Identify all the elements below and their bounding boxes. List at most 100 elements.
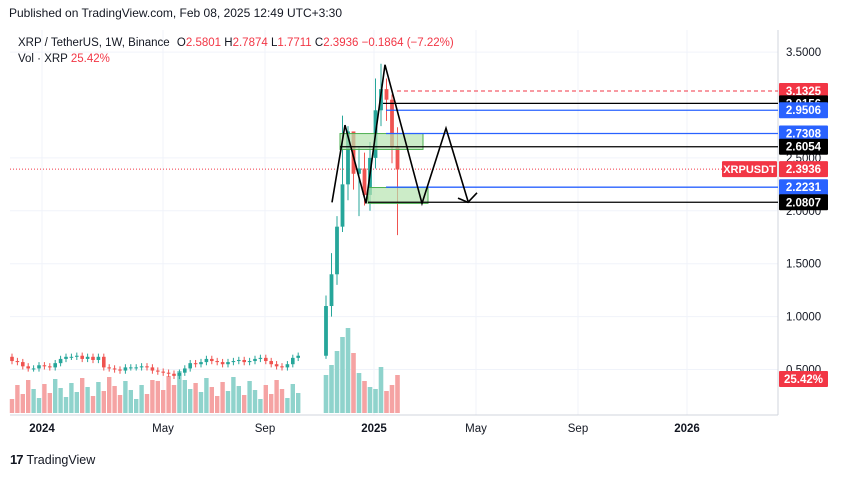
volume-bar [171, 385, 177, 413]
volume-bar [107, 377, 112, 413]
candle-body [123, 367, 128, 371]
volume-bar [373, 389, 378, 413]
candle-body [340, 184, 345, 227]
candle-body [226, 362, 230, 365]
candle-body [324, 306, 328, 356]
volume-bar [188, 389, 193, 413]
candle-body [58, 358, 63, 364]
candle-body [274, 364, 279, 367]
volume-bar [351, 353, 356, 413]
candle-body [188, 363, 192, 369]
volume-bar [193, 383, 198, 413]
volume-bar [236, 386, 241, 413]
legend-volume-value: 25.42% [70, 53, 110, 65]
time-axis[interactable]: 2024 May Sep 2025 May Sep 2026 [29, 423, 700, 435]
candle-body [258, 357, 263, 359]
volume-bar [101, 391, 106, 413]
candle-body [118, 369, 122, 371]
legend-low-label: L [270, 37, 278, 49]
candle-body [204, 358, 209, 363]
candle-body [107, 367, 111, 369]
candle-body [346, 131, 350, 185]
volume-bar [389, 385, 395, 413]
price-label: 3.1325 [786, 86, 822, 98]
volume-bar [340, 337, 345, 413]
volume-bar [384, 391, 389, 413]
candle-body [247, 361, 252, 363]
volume-bar [31, 389, 36, 413]
zigzag-projection [331, 64, 469, 207]
candle-body [75, 355, 79, 357]
candle-body [264, 357, 268, 362]
volume-bar [134, 399, 139, 413]
volume-bar [69, 383, 74, 413]
tradingview-brand[interactable]: 17 TradingView [10, 452, 95, 467]
candle-body [42, 365, 47, 367]
volume-bar [15, 385, 20, 413]
candle-body [129, 367, 133, 369]
volume-label: 25.42% [784, 374, 823, 386]
candle-body [384, 89, 389, 100]
symbol-label-box [722, 161, 777, 178]
candle-body [80, 355, 84, 359]
volume-bar [274, 380, 279, 413]
volume-bar [356, 373, 362, 413]
y-tick-label: 3.5000 [786, 47, 821, 59]
published-caption: Published on TradingView.com, Feb 08, 20… [9, 6, 342, 20]
candle-body [134, 367, 138, 369]
candlesticks [10, 63, 400, 380]
volume-bar [90, 396, 96, 413]
volume-label-box [779, 371, 828, 387]
volume-bar [279, 389, 285, 413]
volume-bar [139, 385, 144, 413]
volume-bar [395, 375, 400, 413]
volume-bar [96, 382, 101, 413]
legend-high: 2.7874 [232, 37, 268, 49]
candle-body [37, 365, 41, 369]
volume-bar [209, 387, 214, 413]
price-label-box [779, 82, 828, 99]
legend-volume-label[interactable]: Vol · XRP [18, 53, 68, 65]
legend-symbol[interactable]: XRP / TetherUS, 1W, Binance [18, 37, 170, 49]
candle-body [139, 366, 144, 368]
volume-bar [252, 390, 258, 413]
volume-bar [378, 367, 384, 413]
candle-body [177, 372, 182, 376]
volume-bar [117, 395, 123, 413]
candle-body [390, 99, 394, 148]
chart-grid [10, 30, 779, 416]
candle-body [253, 358, 257, 362]
legend: XRP / TetherUS, 1W, Binance O2.5801 H2.7… [18, 35, 454, 67]
legend-high-label: H [224, 37, 233, 49]
x-tick-label: Sep [568, 423, 588, 435]
legend-low: 1.7711 [277, 37, 312, 49]
candle-body [15, 361, 20, 363]
candle-body [48, 366, 52, 368]
candle-body [64, 356, 68, 359]
legend-open: 2.5801 [185, 37, 222, 49]
volume-bar [58, 388, 63, 413]
volume-bar [177, 371, 182, 413]
volume-bar [329, 365, 334, 413]
volume-bars [9, 328, 400, 413]
volume-bar [231, 377, 236, 413]
candle-body [53, 363, 57, 368]
volume-bar [220, 382, 225, 413]
volume-bar [42, 384, 47, 413]
projection-arrowhead [457, 192, 478, 204]
volume-bar [80, 378, 85, 413]
price-label: 2.7308 [786, 128, 822, 140]
x-tick-label: May [465, 423, 487, 435]
candle-body [183, 368, 187, 373]
volume-bar [258, 399, 263, 413]
y-tick-label: 1.0000 [786, 312, 821, 324]
volume-bar [74, 392, 79, 413]
candle-body [285, 364, 290, 368]
volume-bar [198, 392, 204, 413]
volume-bar [9, 399, 15, 413]
price-label-box [779, 138, 828, 155]
price-axis[interactable]: 3.50002.50002.00001.50001.00000.50003.13… [722, 47, 828, 387]
volume-bar [204, 378, 209, 413]
candle-body [296, 355, 300, 358]
